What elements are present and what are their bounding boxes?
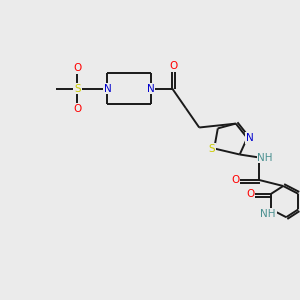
Text: S: S [74, 83, 81, 94]
Text: O: O [170, 61, 178, 71]
Text: NH: NH [257, 152, 273, 163]
Text: O: O [231, 175, 239, 185]
Text: N: N [246, 133, 254, 143]
Text: O: O [73, 103, 82, 114]
Text: O: O [246, 189, 254, 199]
Text: NH: NH [260, 209, 276, 219]
Text: N: N [147, 83, 154, 94]
Text: N: N [103, 83, 111, 94]
Text: S: S [208, 143, 215, 154]
Text: O: O [73, 63, 82, 74]
